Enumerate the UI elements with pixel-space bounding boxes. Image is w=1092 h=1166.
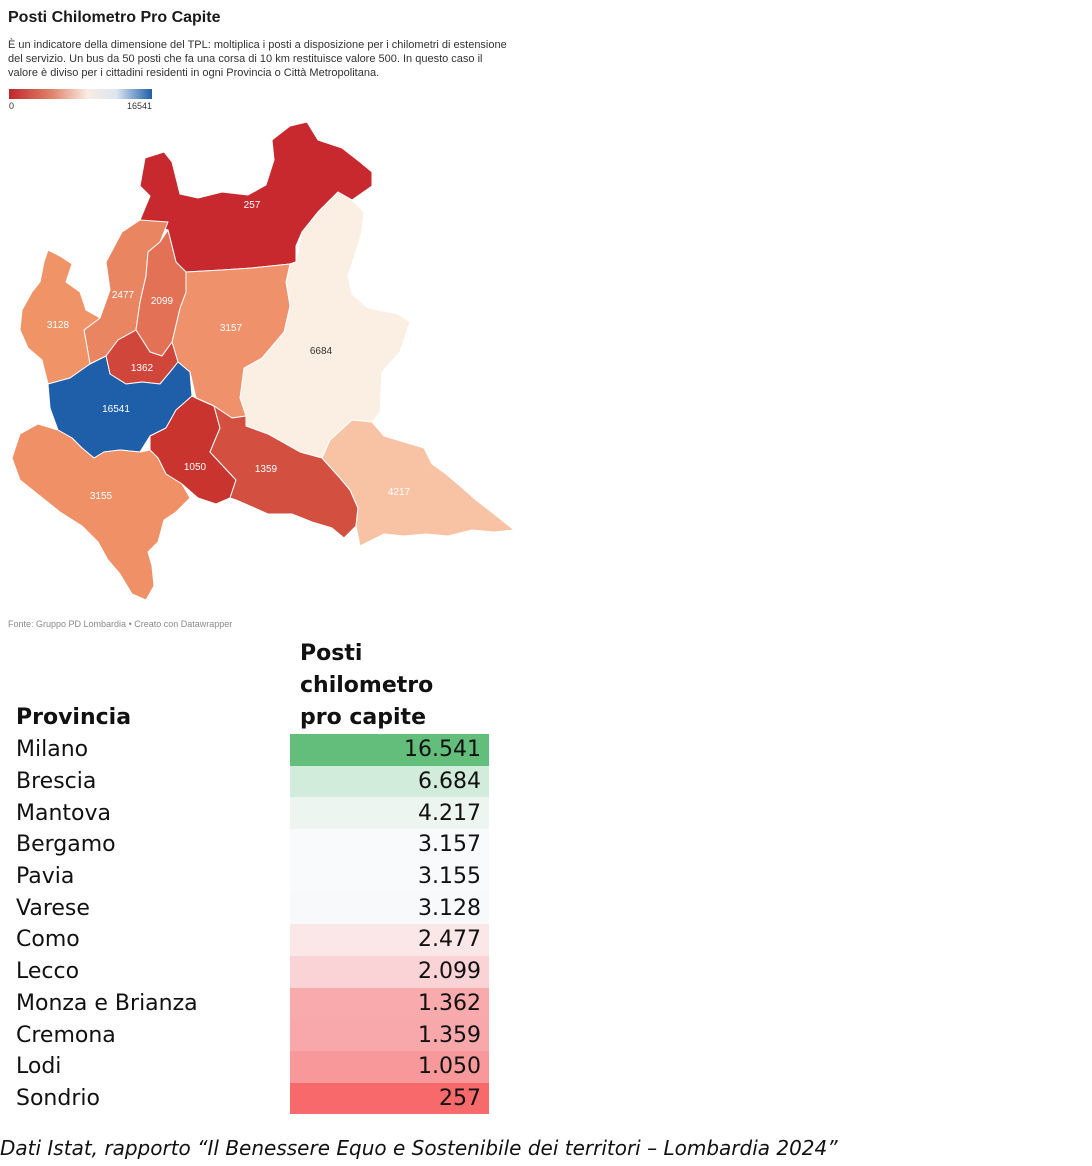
cell-provincia: Cremona — [16, 1022, 116, 1048]
region-lecco[interactable] — [135, 229, 187, 357]
cell-valore: 3.128 — [290, 892, 489, 925]
map-source-note: Fonte: Gruppo PD Lombardia • Creato con … — [8, 619, 233, 629]
region-varese[interactable] — [19, 249, 101, 385]
table-row: Lodi 1.050 — [12, 1050, 489, 1083]
cell-provincia: Sondrio — [16, 1085, 100, 1111]
table-row: Brescia 6.684 — [12, 765, 489, 798]
label-brescia: 6684 — [310, 346, 333, 357]
map-title: Posti Chilometro Pro Capite — [8, 9, 221, 26]
legend-min-label: 0 — [9, 101, 15, 111]
table-row: Lecco 2.099 — [12, 955, 489, 988]
cell-valore: 1.362 — [290, 987, 489, 1020]
table-row: Sondrio 257 — [12, 1082, 489, 1115]
cell-provincia: Brescia — [16, 769, 97, 795]
header-posti-chilometro: Posti chilometro pro capite — [290, 638, 489, 734]
cell-valore: 2.477 — [290, 924, 489, 956]
label-sondrio: 257 — [244, 200, 261, 211]
lombardia-choropleth-map: 257 6684 3157 2477 2099 3128 1362 16541 … — [11, 121, 515, 601]
label-mantova: 4217 — [388, 487, 411, 498]
header-value-line-3: pro capite — [300, 705, 426, 730]
table-row: Como 2.477 — [12, 924, 489, 956]
table-row: Bergamo 3.157 — [12, 829, 489, 861]
cell-provincia: Milano — [16, 737, 89, 763]
cell-valore: 3.157 — [290, 829, 489, 861]
label-lodi: 1050 — [184, 462, 207, 473]
color-legend: 0 16541 — [9, 89, 152, 111]
region-mantova[interactable] — [321, 419, 515, 547]
table-row: Cremona 1.359 — [12, 1019, 489, 1051]
cell-valore: 2.099 — [290, 955, 489, 988]
table-header-row: Provincia Posti chilometro pro capite — [12, 638, 489, 734]
region-cremona[interactable] — [195, 397, 359, 539]
province-table: Provincia Posti chilometro pro capite Mi… — [12, 638, 489, 1115]
cell-valore: 1.359 — [290, 1019, 489, 1051]
legend-max-label: 16541 — [126, 101, 152, 111]
region-pavia[interactable] — [11, 423, 191, 601]
label-varese: 3128 — [47, 320, 70, 331]
label-pavia: 3155 — [90, 491, 113, 502]
table-row: Varese 3.128 — [12, 892, 489, 925]
label-milano: 16541 — [102, 404, 130, 415]
cell-valore: 257 — [290, 1082, 489, 1115]
cell-valore: 4.217 — [290, 797, 489, 830]
table-row: Mantova 4.217 — [12, 797, 489, 830]
cell-provincia: Monza e Brianza — [16, 990, 198, 1016]
cell-valore: 6.684 — [290, 765, 489, 798]
footnote: Dati Istat, rapporto “Il Benessere Equo … — [0, 1136, 838, 1160]
label-monza-brianza: 1362 — [131, 363, 154, 374]
cell-valore: 1.050 — [290, 1050, 489, 1083]
label-como: 2477 — [112, 290, 135, 301]
cell-provincia: Mantova — [16, 800, 111, 826]
cell-valore: 16.541 — [290, 734, 489, 766]
map-description: È un indicatore della dimensione del TPL… — [8, 39, 507, 79]
label-bergamo: 3157 — [220, 323, 243, 334]
header-value-line-1: Posti — [300, 641, 363, 666]
table-body: Milano 16.541 Brescia 6.684 Mantova 4.217 Berg… — [12, 734, 489, 1115]
table-row: Monza e Brianza 1.362 — [12, 987, 489, 1020]
label-cremona: 1359 — [255, 464, 278, 475]
cell-provincia: Pavia — [16, 864, 75, 890]
cell-provincia: Como — [16, 927, 80, 953]
cell-provincia: Lodi — [16, 1054, 62, 1080]
table-row: Pavia 3.155 — [12, 860, 489, 893]
legend-gradient-bar — [9, 89, 152, 99]
header-provincia: Provincia — [16, 705, 132, 730]
header-value-line-2: chilometro — [300, 673, 434, 698]
cell-provincia: Bergamo — [16, 832, 116, 858]
cell-provincia: Lecco — [16, 959, 80, 985]
label-lecco: 2099 — [151, 296, 174, 307]
cell-valore: 3.155 — [290, 860, 489, 893]
cell-provincia: Varese — [16, 895, 90, 921]
table-row: Milano 16.541 — [12, 734, 489, 766]
